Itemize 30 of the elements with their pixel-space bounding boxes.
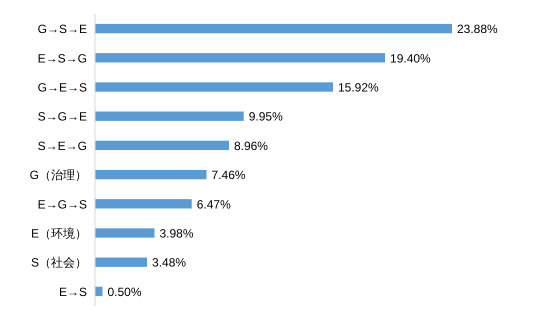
data-label: 15.92% (338, 80, 380, 94)
bar (95, 258, 148, 267)
y-tick-label: G→E→S (38, 80, 87, 94)
data-label: 0.50% (107, 284, 142, 299)
bar (95, 140, 229, 150)
data-label: 3.98% (160, 226, 194, 240)
bar (95, 24, 452, 34)
data-label: 23.88% (457, 22, 498, 36)
y-tick-label: E→S (58, 284, 87, 299)
y-tick-label: S→G→E (38, 110, 87, 124)
data-label: 19.40% (390, 51, 432, 66)
bar (95, 286, 102, 296)
y-tick-label: G（治理） (30, 168, 87, 182)
bar (95, 199, 192, 208)
bar (95, 170, 207, 180)
data-label: 3.48% (152, 256, 186, 270)
data-label: 7.46% (212, 168, 246, 182)
bar (95, 228, 154, 238)
y-tick-label: S（社会） (30, 256, 87, 270)
y-tick-label: E→S→G (38, 51, 87, 66)
y-tick-label: G→S→E (38, 22, 87, 36)
y-tick-label: E→G→S (38, 197, 87, 212)
bar (95, 53, 386, 62)
bar (95, 82, 333, 92)
data-label: 6.47% (196, 197, 232, 212)
data-label: 8.96% (234, 138, 268, 153)
data-label: 9.95% (248, 110, 284, 124)
bar (95, 112, 244, 121)
y-tick-label: S→E→G (38, 138, 87, 153)
y-tick-label: E（环境） (30, 226, 87, 240)
